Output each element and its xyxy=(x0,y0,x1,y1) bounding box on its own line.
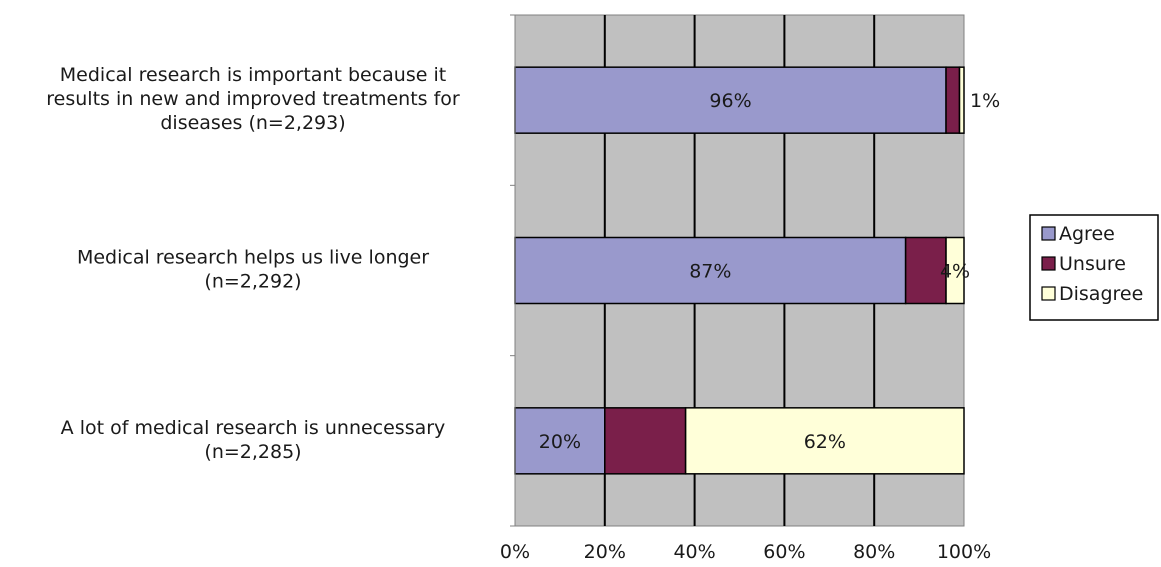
category-label: Medical research helps us live longer xyxy=(77,247,429,269)
data-label: 1% xyxy=(970,90,1000,112)
bar-segment-unsure xyxy=(904,236,947,305)
data-label: 20% xyxy=(539,431,581,453)
x-tick-label: 20% xyxy=(584,541,626,563)
bar-segment-unsure xyxy=(604,407,687,475)
legend-swatch xyxy=(1041,256,1056,271)
bar-segment-agree xyxy=(514,407,606,475)
category-label: Medical research is important because it xyxy=(60,64,446,86)
legend-swatch xyxy=(1041,226,1056,241)
legend-swatch xyxy=(1041,286,1056,301)
data-label: 62% xyxy=(804,431,846,453)
bar-segment-disagree xyxy=(958,66,965,134)
bars xyxy=(514,66,965,475)
x-tick-label: 40% xyxy=(673,541,715,563)
x-tick-label: 80% xyxy=(853,541,895,563)
axis: 0% 20% 40% 60% 80% 100% xyxy=(500,14,991,563)
legend-label: Unsure xyxy=(1059,253,1126,275)
data-labels: 96% 1% 87% 4% 20% 62% xyxy=(539,90,1000,453)
category-label: results in new and improved treatments f… xyxy=(46,88,460,110)
category-labels: Medical research is important because it… xyxy=(46,64,460,463)
legend: Agree Unsure Disagree xyxy=(1029,214,1159,321)
x-tick-label: 100% xyxy=(937,541,991,563)
legend-label: Disagree xyxy=(1059,283,1143,305)
category-label: diseases (n=2,293) xyxy=(160,112,345,134)
data-label: 96% xyxy=(709,90,751,112)
bar-segment-agree xyxy=(514,236,907,305)
bar-segment-disagree xyxy=(945,236,965,305)
data-label: 4% xyxy=(940,261,970,283)
category-label: A lot of medical research is unnecessary xyxy=(61,417,446,439)
x-tick-label: 60% xyxy=(763,541,805,563)
category-label: (n=2,285) xyxy=(204,441,301,463)
data-label: 87% xyxy=(689,261,731,283)
category-label: (n=2,292) xyxy=(204,271,301,293)
bar-segment-disagree xyxy=(684,407,965,475)
bar-segment-agree xyxy=(514,66,947,134)
bar-segment-unsure xyxy=(945,66,961,134)
x-tick-label: 0% xyxy=(500,541,530,563)
legend-label: Agree xyxy=(1059,223,1115,245)
